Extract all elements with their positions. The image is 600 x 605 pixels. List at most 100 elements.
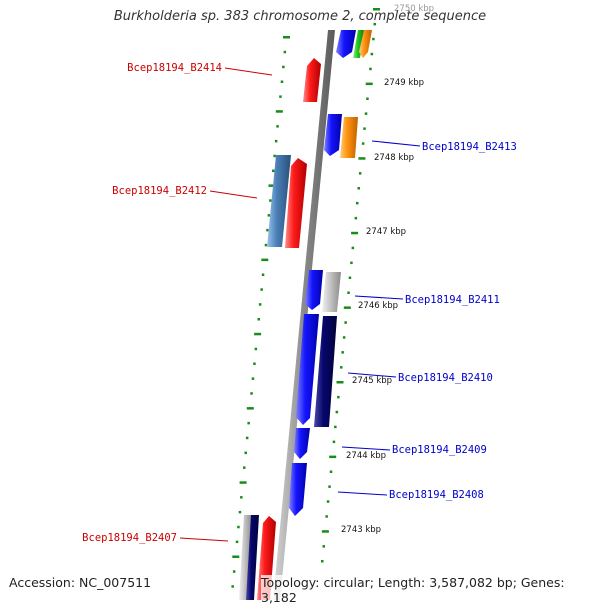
gene-label[interactable]: Bcep18194_B2409	[392, 444, 487, 456]
gene-arrow[interactable]	[294, 428, 310, 459]
tick-mark	[237, 525, 240, 529]
tick-mark	[250, 392, 253, 395]
tick-mark	[238, 510, 242, 514]
tick-mark	[283, 36, 290, 39]
tick-mark	[231, 585, 234, 588]
leader-line	[224, 67, 273, 76]
gene-labels: Bcep18194_B2414 Bcep18194_B2412 Bcep1819…	[82, 62, 517, 544]
gene-label[interactable]: Bcep18194_B2407	[82, 532, 177, 544]
tick-mark	[334, 425, 337, 429]
gene-arrow[interactable]	[359, 30, 372, 58]
tick-mark	[343, 306, 351, 309]
tick-mark	[341, 351, 344, 354]
gene-arrow[interactable]	[285, 158, 307, 248]
tick-mark	[369, 67, 372, 71]
tick-mark	[358, 172, 362, 175]
tick-mark	[361, 142, 365, 145]
tick-mark	[260, 288, 263, 291]
tick-mark	[282, 65, 285, 69]
tick-mark	[274, 139, 278, 143]
kbp-label: 2745 kbp	[352, 376, 392, 386]
tick-mark	[365, 82, 373, 86]
gene-arrow[interactable]	[305, 270, 323, 310]
tick-mark	[266, 228, 269, 232]
gene-label[interactable]: Bcep18194_B2413	[422, 141, 517, 153]
gene-label[interactable]: Bcep18194_B2411	[405, 294, 500, 306]
tick-mark	[329, 455, 337, 459]
tick-mark	[348, 276, 352, 279]
tick-mark	[257, 318, 260, 321]
inner-tick-ring	[231, 36, 290, 588]
tick-mark	[347, 291, 350, 294]
tick-mark	[326, 500, 330, 503]
tick-mark	[261, 273, 265, 276]
tick-mark	[373, 8, 380, 11]
gene-arrow[interactable]	[353, 30, 364, 58]
gene-label[interactable]: Bcep18194_B2412	[112, 185, 207, 197]
tick-mark	[364, 112, 368, 115]
tick-mark	[328, 485, 331, 488]
gene-arrows	[239, 30, 372, 600]
tick-mark	[370, 52, 374, 56]
leader-line	[179, 537, 229, 542]
tick-mark	[332, 440, 336, 444]
leader-line	[341, 446, 391, 451]
tick-mark	[245, 436, 249, 440]
kbp-labels: 2750 kbp 2749 kbp 2748 kbp 2747 kbp 2746…	[341, 4, 434, 535]
gene-label[interactable]: Bcep18194_B2414	[127, 62, 222, 74]
tick-mark	[321, 560, 324, 563]
tick-mark	[276, 125, 279, 128]
tick-mark	[239, 481, 247, 484]
tick-mark	[235, 540, 239, 544]
map-title: Burkholderia sp. 383 chromosome 2, compl…	[113, 9, 487, 24]
tick-mark	[273, 154, 276, 158]
kbp-label: 2743 kbp	[341, 525, 381, 535]
accession-text: Accession: NC_007511	[9, 575, 152, 590]
tick-mark	[366, 97, 369, 100]
tick-mark	[253, 362, 256, 365]
kbp-label: 2750 kbp	[394, 4, 434, 14]
gene-arrow[interactable]	[246, 515, 259, 600]
gene-arrow[interactable]	[336, 30, 356, 58]
gene-arrow[interactable]	[322, 272, 341, 312]
tick-mark	[351, 246, 355, 250]
tick-mark	[268, 184, 276, 187]
tick-mark	[267, 214, 271, 217]
leader-lines	[179, 67, 421, 542]
tick-mark	[258, 303, 262, 306]
gene-arrow[interactable]	[267, 155, 291, 247]
tick-mark	[246, 407, 254, 410]
gene-label[interactable]: Bcep18194_B2408	[389, 489, 484, 501]
leader-line	[347, 372, 397, 378]
gene-arrow[interactable]	[340, 117, 358, 158]
gene-label[interactable]: Bcep18194_B2410	[398, 372, 493, 384]
tick-mark	[342, 336, 346, 339]
tick-mark	[351, 231, 359, 235]
tick-mark	[325, 515, 328, 518]
gene-arrow[interactable]	[296, 314, 319, 425]
topology-text: Topology: circular; Length: 3,587,082 bp…	[261, 575, 600, 605]
tick-mark	[279, 95, 282, 98]
kbp-label: 2747 kbp	[366, 227, 406, 237]
gene-arrow[interactable]	[289, 463, 307, 516]
tick-mark	[357, 187, 360, 190]
kbp-label: 2746 kbp	[358, 301, 398, 311]
tick-mark	[372, 37, 375, 41]
leader-line	[337, 491, 388, 496]
tick-mark	[261, 258, 269, 262]
tick-mark	[232, 555, 240, 558]
gene-arrow[interactable]	[324, 114, 342, 156]
tick-mark	[243, 466, 246, 469]
tick-mark	[251, 377, 255, 380]
tick-mark	[350, 261, 353, 265]
tick-mark	[283, 50, 287, 54]
tick-mark	[356, 201, 359, 205]
gene-arrow[interactable]	[303, 58, 321, 102]
tick-mark	[280, 80, 284, 83]
tick-mark	[354, 216, 358, 220]
tick-mark	[321, 530, 329, 533]
tick-mark	[247, 421, 250, 425]
tick-mark	[254, 347, 258, 351]
gene-arrow[interactable]	[314, 316, 337, 427]
